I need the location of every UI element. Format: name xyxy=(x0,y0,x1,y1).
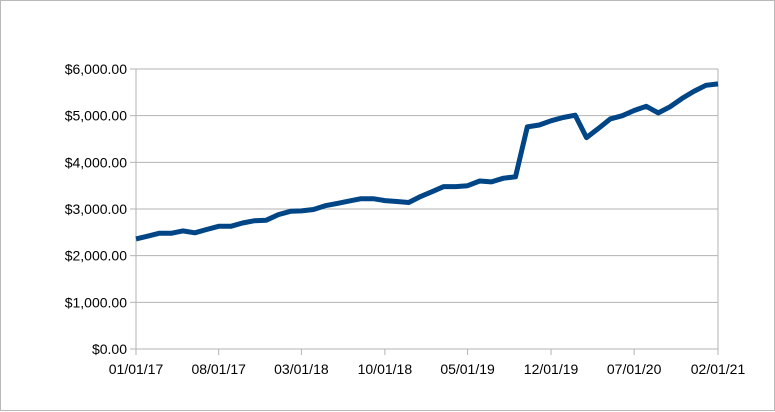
x-tick-label: 08/01/17 xyxy=(191,361,246,377)
x-tick-label: 02/01/21 xyxy=(691,361,746,377)
y-tick-label: $4,000.00 xyxy=(65,154,127,170)
series-line xyxy=(135,81,719,242)
x-tick-label: 01/01/17 xyxy=(109,361,164,377)
grid-lines xyxy=(136,68,718,303)
y-tick-label: $0.00 xyxy=(92,341,127,357)
x-tick-label: 03/01/18 xyxy=(274,361,329,377)
x-tick-label: 07/01/20 xyxy=(607,361,662,377)
y-tick-label: $3,000.00 xyxy=(65,201,127,217)
y-tick-label: $1,000.00 xyxy=(65,294,127,310)
series-group xyxy=(135,81,719,242)
x-tick-label: 05/01/19 xyxy=(440,361,495,377)
y-tick-label: $2,000.00 xyxy=(65,248,127,264)
x-tick-label: 12/01/19 xyxy=(524,361,579,377)
x-tick-label: 10/01/18 xyxy=(358,361,413,377)
y-tick-label: $6,000.00 xyxy=(65,61,127,77)
x-axis-ticks: 01/01/17 08/01/17 03/01/18 10/01/18 05/01/19… xyxy=(109,349,746,377)
y-tick-label: $5,000.00 xyxy=(65,108,127,124)
y-axis-ticks: $0.00 $1,000.00 $2,000.00 $3,000.00 $4,000.0… xyxy=(65,61,136,357)
